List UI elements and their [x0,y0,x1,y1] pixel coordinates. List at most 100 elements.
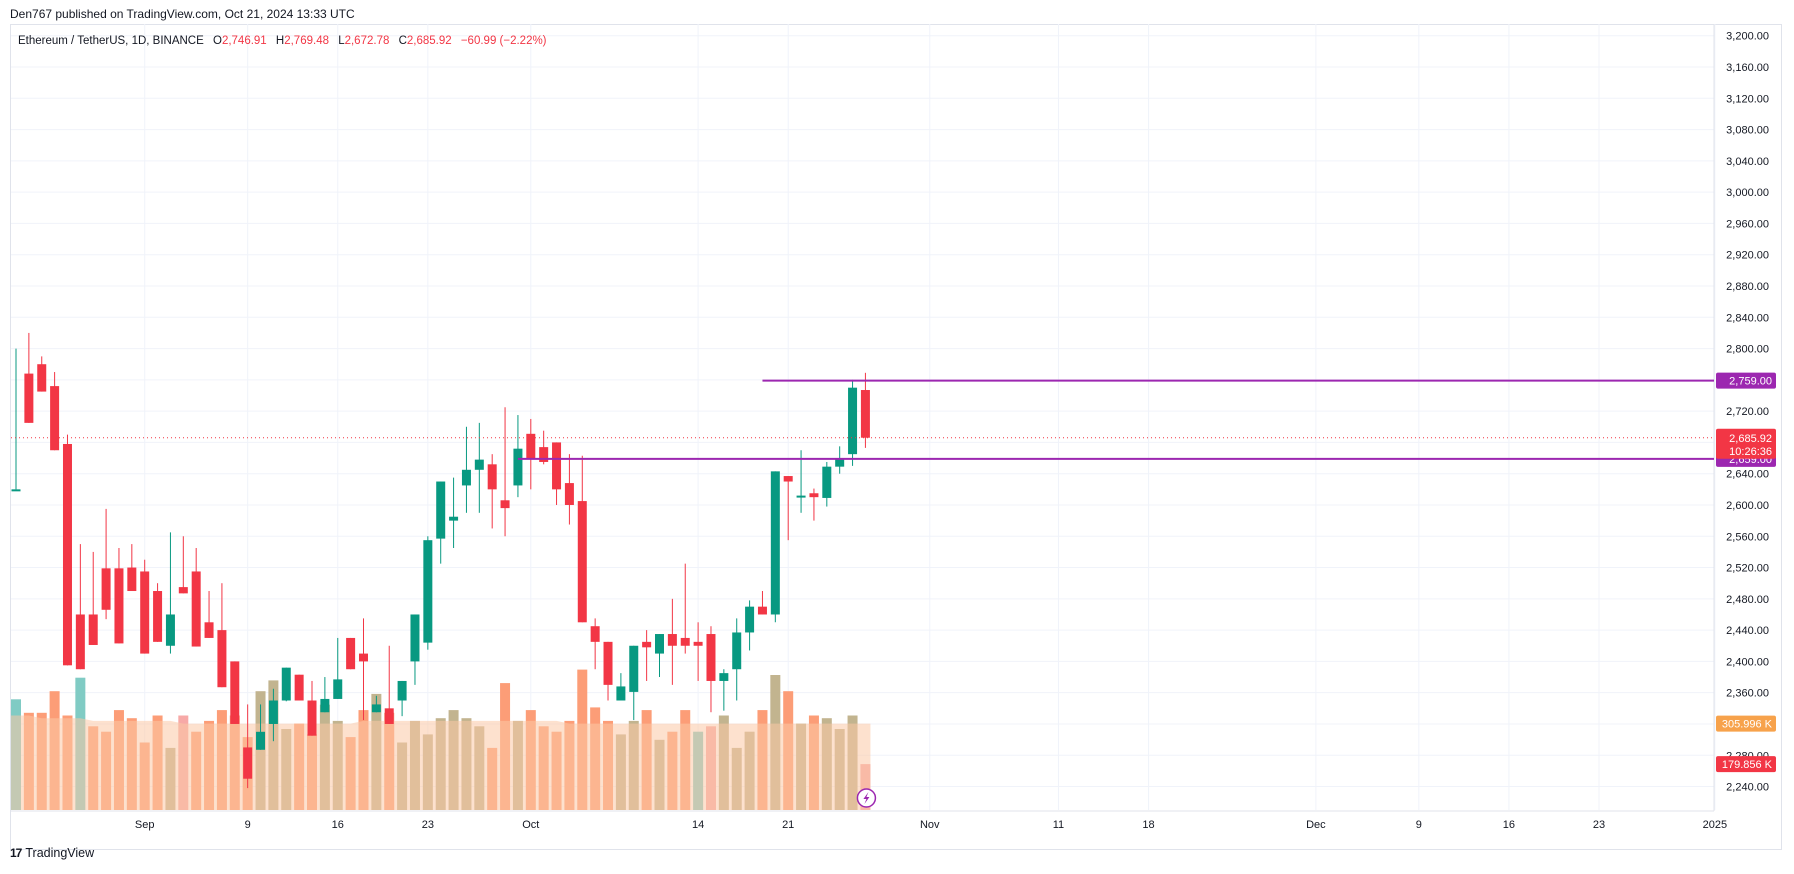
price-tick-label: 3,160.00 [1726,62,1769,74]
candle-body [320,698,330,713]
volume-badge-bg [1716,715,1776,732]
footer-brand[interactable]: 17 TradingView [10,846,94,860]
time-tick-label: 11 [1053,819,1064,831]
candle-body [809,493,819,498]
candle-body [256,731,266,750]
price-tick-label: 3,120.00 [1726,93,1769,105]
candle-body [629,645,639,692]
candle-body [539,447,549,462]
footer-brand-name: TradingView [25,846,95,860]
candle-body [281,667,291,701]
candle-body [757,606,767,615]
price-tick-label: 3,080.00 [1726,125,1769,137]
candle-body [140,571,150,654]
price-tick-label: 2,240.00 [1726,782,1769,794]
candle-body [127,567,137,592]
price-tick-label: 2,920.00 [1726,250,1769,262]
price-tick-label: 2,600.00 [1726,500,1769,512]
candle-body [37,364,47,392]
time-tick-label: 18 [1142,819,1154,831]
candle-body [461,469,471,486]
time-tick-label: 9 [245,819,251,831]
candle-body [410,614,420,662]
time-tick-label: 9 [1416,819,1422,831]
legend-symbol: Ethereum / TetherUS, 1D, BINANCE [18,35,204,47]
time-tick-label: Sep [135,819,155,831]
candle-body [732,632,742,670]
candle-body [230,661,240,724]
candle-body [719,673,729,681]
level-price-badge: 2,759.00 [1729,376,1772,388]
price-tick-label: 2,960.00 [1726,218,1769,230]
candle-body [371,704,381,713]
publisher-credit: Den767 published on TradingView.com, Oct… [10,7,355,21]
candle-body [860,390,870,438]
time-tick-label: 2025 [1703,819,1727,831]
candle-body [153,591,163,642]
candle-body [513,448,523,486]
candle-body [397,680,407,701]
candle-body [307,700,317,736]
candle-body [191,571,201,647]
time-tick-label: 21 [782,819,794,831]
candle-body [294,674,304,701]
candle-body [693,641,703,646]
candle-body [616,686,626,701]
candle-body [500,500,510,509]
candle-body [590,626,600,642]
candle-body [50,386,60,451]
time-tick-label: 16 [332,819,344,831]
time-tick-label: 14 [692,819,704,831]
legend-low-label: L [338,35,345,47]
candle-body [88,614,98,645]
candle-body [796,495,806,498]
price-tick-label: 3,000.00 [1726,187,1769,199]
volume-badge: 305.996 K [1722,719,1773,731]
candle-body [75,614,85,670]
last-price-badge-bg [1716,428,1776,459]
level-price-badge-bg [1716,372,1776,389]
candle-body [564,483,574,505]
candle-body [333,679,343,699]
candle-body [783,476,793,482]
candle-body [770,471,780,615]
candle-body [11,489,21,492]
time-tick-label: Dec [1306,819,1326,831]
price-tick-label: 2,640.00 [1726,469,1769,481]
symbol-legend: Ethereum / TetherUS, 1D, BINANCE O2,746.… [18,35,547,47]
candle-body [114,568,124,644]
price-tick-label: 2,520.00 [1726,563,1769,575]
volume-ma-area [11,715,871,810]
candle-body [449,516,459,521]
candle-body [552,442,562,490]
price-tick-label: 2,880.00 [1726,281,1769,293]
candle-body [436,481,446,539]
price-tick-label: 2,360.00 [1726,688,1769,700]
legend-close-label: C [398,35,407,47]
candle-body [642,641,652,648]
candle-body [835,458,845,467]
countdown-badge: 10:26:36 [1729,446,1772,458]
chart-frame [10,24,1782,850]
price-tick-label: 2,480.00 [1726,594,1769,606]
price-tick-label: 2,400.00 [1726,656,1769,668]
volume-badge: 179.856 K [1722,759,1773,771]
candle-body [423,540,433,643]
time-tick-label: 23 [422,819,434,831]
candle-body [745,606,755,633]
tradingview-logo-icon: 17 [10,846,22,860]
lightning-icon-glyph [863,792,870,804]
price-tick-label: 2,560.00 [1726,531,1769,543]
candle-body [268,700,278,724]
legend-high-value: 2,769.48 [284,35,329,47]
volume-badge-bg [1716,756,1776,773]
candle-body [165,614,175,646]
candle-body [655,634,664,654]
candle-body [848,387,858,455]
price-tick-label: 3,040.00 [1726,156,1769,168]
candle-body [474,459,484,470]
price-tick-label: 2,720.00 [1726,406,1769,418]
legend-low-value: 2,672.78 [344,35,390,47]
price-tick-label: 2,800.00 [1726,344,1769,356]
